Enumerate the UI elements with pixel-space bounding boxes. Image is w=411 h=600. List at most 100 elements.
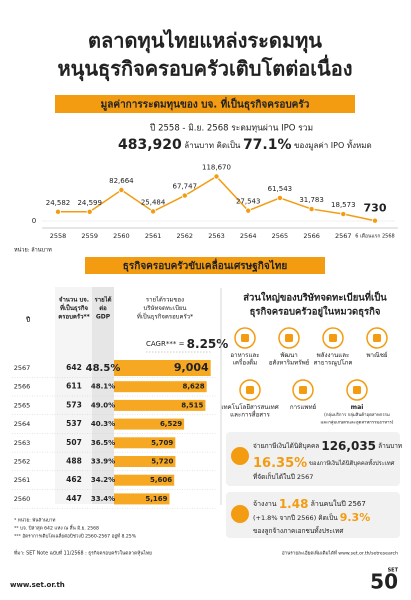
tax-box [226,432,400,486]
x-tick-label: 2563 [208,232,225,240]
company-count: 537 [66,419,82,428]
table-header: รายได้รวมของ [146,296,184,304]
year: 2561 [14,476,31,484]
x-tick-label: 2559 [81,232,98,240]
tax-line-part: 126,035 [321,439,376,453]
data-label: 27,543 [236,198,261,206]
table-header: ที่เป็นธุรกิจครอบครัว* [137,312,193,321]
note: * หน่วย: พันล้านบาท [14,517,55,524]
bar [114,418,185,430]
table-header: GDP [96,314,111,321]
sector-label: พาณิชย์ [366,351,387,359]
sector-icon-glyph [241,334,249,342]
sector-label: การแพทย์ [290,403,317,411]
point [340,211,347,218]
gdp-share: 48.5% [86,363,121,374]
gdp-share: 33.4% [91,495,115,503]
summary-total-part: ของมูลค่า IPO ทั้งหมด [292,139,372,151]
company-count: 462 [66,475,82,484]
banner [55,95,355,113]
source: ที่มา: SET Note ฉบับที่ 11/2568 : ธุรกิจ… [14,550,152,557]
sector-label: (กลุ่มบริการ กลุ่มสินค้าอุตสาหกรรม [324,412,390,418]
x-tick-label: 2561 [145,232,162,240]
data-label: 730 [364,202,387,215]
bar-label: 8,628 [182,383,204,391]
sector-label: พลังงานและ [317,352,350,359]
point [118,187,125,194]
employment-line-part: 9.3% [340,511,371,524]
sectors-title: ธุรกิจครอบครัวอยู่ในหมวดธุรกิจ [250,306,381,319]
data-label: 31,783 [299,196,324,204]
data-label: 25,484 [141,198,166,206]
x-tick-label: 6 เดือนแรก 2568 [355,233,394,240]
x-tick-label: 2558 [50,232,67,240]
year: 2560 [14,495,31,503]
data-label: 67,747 [173,183,198,191]
footer-url: www.set.or.th [10,581,65,589]
title: หนุนธุรกิจครอบครัวเติบโตต่อเนื่อง [57,54,352,82]
data-label: 118,670 [202,163,231,171]
tax-line: 16.35% ของภาษีเงินได้นิติบุคคลทั้งประเทศ [253,456,395,471]
sector-label: อาหารและ [230,352,259,359]
employment-line-part: จ้างงาน [253,500,279,508]
sector-icon-glyph [299,386,307,394]
employment-line-part: ล้านคนในปี 2567 [308,499,365,508]
company-count: 447 [66,494,82,503]
bar-label: 8,515 [181,401,203,409]
banner [85,257,325,274]
bar [114,456,176,467]
year: 2566 [14,383,31,391]
data-label: 82,664 [109,177,134,185]
bar-label: 5,606 [150,476,172,484]
x-tick-label: 2567 [335,232,352,240]
column-bg [92,287,114,504]
x-tick-label: 2562 [177,232,194,240]
company-count: 642 [66,363,82,372]
employment-line-part: (+1.8% จากปี 2566) คิดเป็น [253,513,340,522]
x-tick-label: 2564 [240,232,257,240]
sector-icon-glyph [285,334,293,342]
y-tick-label: 0 [32,217,36,225]
bar-label: 5,169 [145,495,167,503]
tax-line-part: ล้านบาท [376,442,402,450]
data-label: 61,543 [268,185,293,193]
gdp-share: 33.9% [91,458,115,466]
bar-label: 5,709 [151,439,173,447]
gdp-share: 40.3% [91,420,115,428]
table-header: รายได้ [94,296,111,304]
note: *** อัตราการเติบโตเฉลี่ยต่อปีช่วงปี 2560… [14,533,137,540]
point [308,206,315,213]
bar [114,493,170,505]
summary: ปี 2558 - มิ.ย. 2568 ระดมทุนผ่าน IPO รวม [150,123,314,134]
sector-label: และกลุ่มเกษตรและอุตสาหกรรมอาหาร) [320,420,393,426]
logo-text: SET [388,568,399,574]
data-label: 24,599 [77,199,102,207]
employment-icon [231,505,249,523]
point [213,173,220,180]
point [150,208,157,215]
tax-line-part: ของภาษีเงินได้นิติบุคคลทั้งประเทศ [307,458,395,467]
table-header: จำนวน บจ. [59,296,89,304]
company-count: 573 [66,400,82,409]
table-header: ครอบครัว** [58,313,90,321]
bar [114,437,176,449]
tax-line-part: จ่ายภาษีเงินได้นิติบุคคล [253,442,321,450]
year: 2563 [14,439,31,447]
bar-label: 5,720 [151,458,173,466]
summary-total-part: ล้านบาท คิดเป็น [182,140,243,150]
point [55,208,62,215]
gdp-share: 36.5% [91,439,115,447]
summary-total: 483,920 ล้านบาท คิดเป็น 77.1% ของมูลค่า … [118,137,372,153]
point [276,194,283,201]
sector-label: mai [351,404,364,411]
banner-text: มูลค่าการระดมทุนของ บจ. ที่เป็นธุรกิจครอ… [101,97,310,112]
table-header: บริษัทจดทะเบียน [143,304,186,312]
employment-line-part: 1.48 [279,497,309,511]
banner-text: ธุรกิจครอบครัวขับเคลื่อนเศรษฐกิจไทย [123,258,288,272]
x-tick-label: 2565 [272,232,289,240]
sector-label: เทคโนโลยีสารสนเทศ [221,403,278,411]
summary-total-part: 77.1% [243,137,292,153]
year: 2567 [14,364,31,372]
year: 2564 [14,420,31,428]
